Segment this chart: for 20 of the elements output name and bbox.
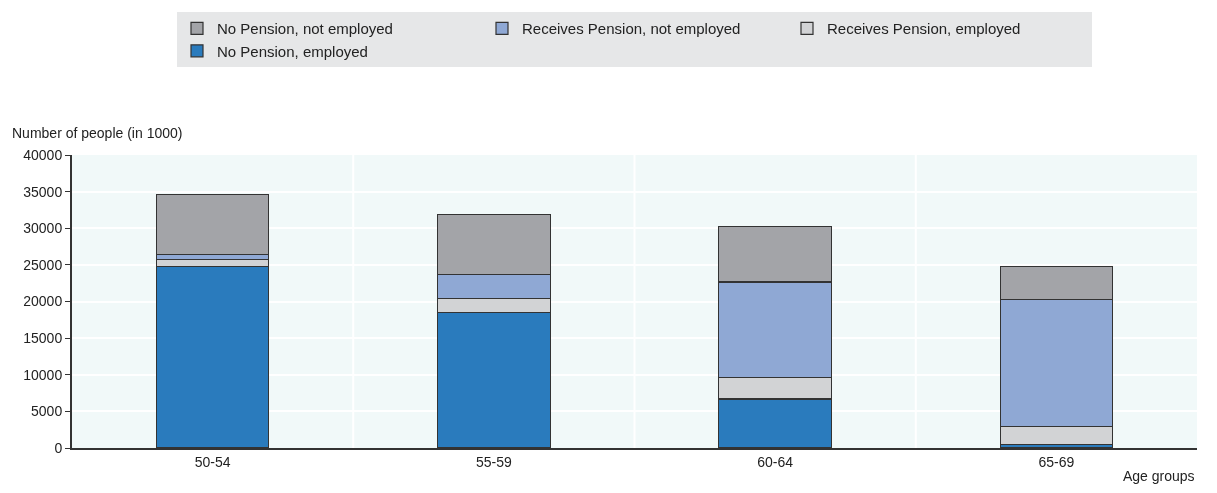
y-axis-title: Number of people (in 1000) bbox=[12, 125, 183, 141]
legend-label: No Pension, employed bbox=[217, 42, 368, 60]
x-tick-label: 50-54 bbox=[194, 453, 231, 470]
y-tick-label: 35000 bbox=[23, 183, 63, 200]
y-tick-label: 40000 bbox=[23, 146, 63, 163]
y-tick-label: 15000 bbox=[23, 330, 63, 347]
x-tick-label: 55-59 bbox=[475, 453, 512, 470]
y-tick-label: 5000 bbox=[31, 403, 63, 420]
x-tick-label: 65-69 bbox=[1038, 453, 1075, 470]
y-tick-label: 25000 bbox=[23, 256, 63, 273]
legend-label: No Pension, not employed bbox=[217, 20, 393, 38]
bar bbox=[155, 193, 270, 256]
y-tick-label: 0 bbox=[54, 439, 63, 456]
y-tick-label: 20000 bbox=[23, 293, 63, 310]
legend-label: Receives Pension, employed bbox=[827, 20, 1021, 38]
y-tick-label: 10000 bbox=[23, 366, 63, 383]
x-tick-label: 60-64 bbox=[757, 453, 794, 470]
legend-label: Receives Pension, not employed bbox=[522, 20, 741, 38]
y-tick-label: 30000 bbox=[23, 220, 63, 237]
x-axis-title: Age groups bbox=[1123, 468, 1195, 484]
